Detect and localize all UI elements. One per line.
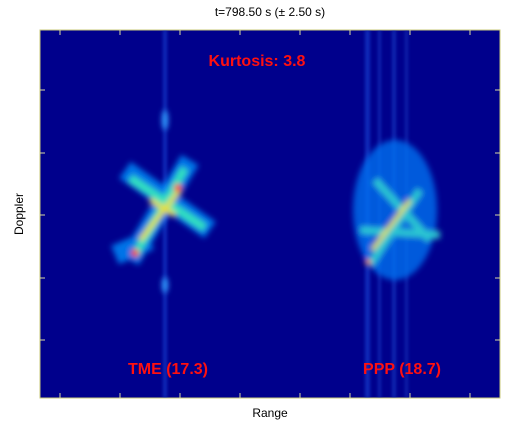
axis-ticks [40,30,500,398]
annotation: TME (17.3) [128,361,208,378]
annotation: PPP (18.7) [363,361,441,378]
y-axis-label: Doppler [12,193,26,235]
x-axis-label: Range [252,406,288,420]
heatmap-image [111,30,441,398]
chart-title: t=798.50 s (± 2.50 s) [215,5,325,19]
annotation: Kurtosis: 3.8 [209,53,306,70]
